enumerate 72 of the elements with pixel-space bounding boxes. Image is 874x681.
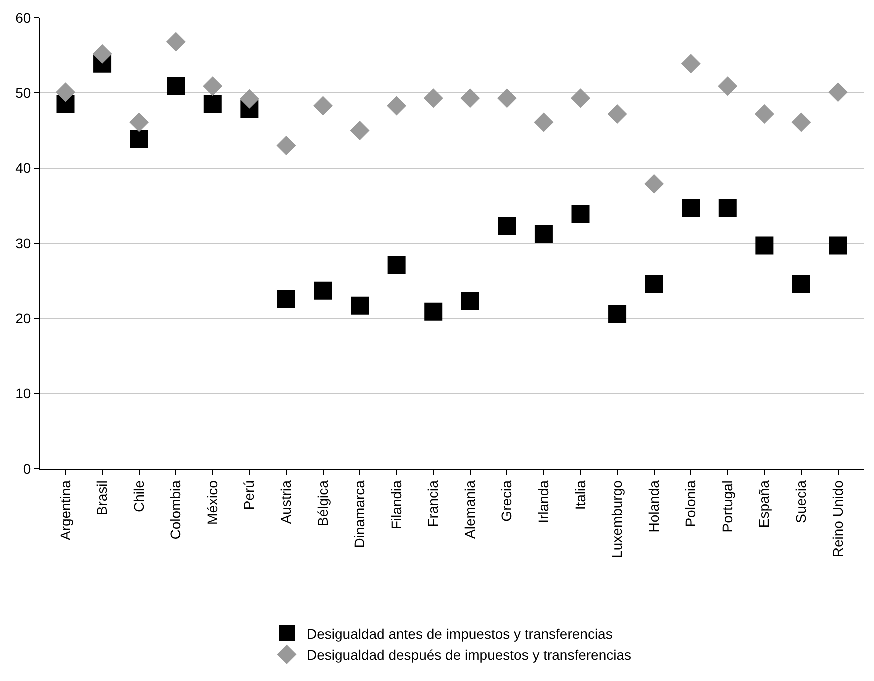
point [644,174,664,194]
x-tick-label: Bélgica [314,480,331,527]
point [314,282,332,300]
point [571,88,590,108]
x-tick-label: Irlanda [536,480,552,524]
x-tick-label: Holanda [646,480,662,533]
point [497,88,517,108]
x-tick-label: Suecia [793,480,810,524]
y-tick-label: 60 [16,10,32,26]
point [608,305,627,324]
point [718,76,738,96]
point [277,290,296,308]
point [681,54,701,74]
x-tick-label: Argentina [57,480,74,541]
point [534,112,554,132]
x-tick-label: Reino Unido [830,480,846,558]
point [645,275,664,294]
x-tick-label: Polonia [682,480,699,528]
legend-label: Desigualdad después de impuestos y transferencias [307,647,632,664]
x-tick-label: Portugal [719,480,736,533]
y-tick-label: 10 [16,386,32,402]
y-tick-label: 40 [16,160,32,176]
point [130,112,150,132]
point [682,199,700,218]
y-tick-label: 50 [16,85,32,102]
point [166,32,186,52]
point [350,121,370,140]
point [424,302,443,321]
legend-label: Desigualdad antes de impuestos y transferencias [307,626,613,642]
x-tick-label: Colombia [168,480,184,540]
point [829,236,848,255]
point [56,82,76,102]
point [351,296,370,315]
y-tick-label: 30 [16,235,32,252]
point [608,104,628,124]
point [792,112,812,132]
point [314,96,333,116]
x-tick-label: Filandia [388,480,404,530]
point [461,292,480,310]
point [460,88,480,108]
point [792,275,810,294]
x-tick-label: Chile [130,480,147,513]
x-tick-label: Perú [241,480,258,510]
x-tick-label: Italia [572,480,588,510]
point [167,77,186,96]
x-tick-label: Dinamarca [352,480,368,548]
x-tick-label: Grecia [498,480,515,522]
point [424,88,444,108]
y-tick-label: 20 [16,310,32,327]
point [718,199,737,218]
x-tick-label: Francia [425,480,442,528]
point [92,44,112,64]
point [203,76,223,96]
point [204,95,222,114]
x-tick-label: Alemania [462,480,478,539]
x-tick-label: Luxemburgo [609,480,626,558]
point [130,130,148,148]
x-tick-label: México [204,480,220,525]
y-tick-label: 0 [23,460,32,477]
point [498,217,516,236]
point [388,256,406,274]
point [828,82,848,102]
point [534,225,553,244]
x-tick-label: Brasil [94,480,110,516]
point [756,236,774,255]
point [387,96,407,116]
point [240,89,260,109]
x-tick-label: España [756,480,772,528]
point [276,136,296,156]
x-tick-label: Austria [278,480,294,524]
point [754,104,774,124]
point [572,205,590,224]
